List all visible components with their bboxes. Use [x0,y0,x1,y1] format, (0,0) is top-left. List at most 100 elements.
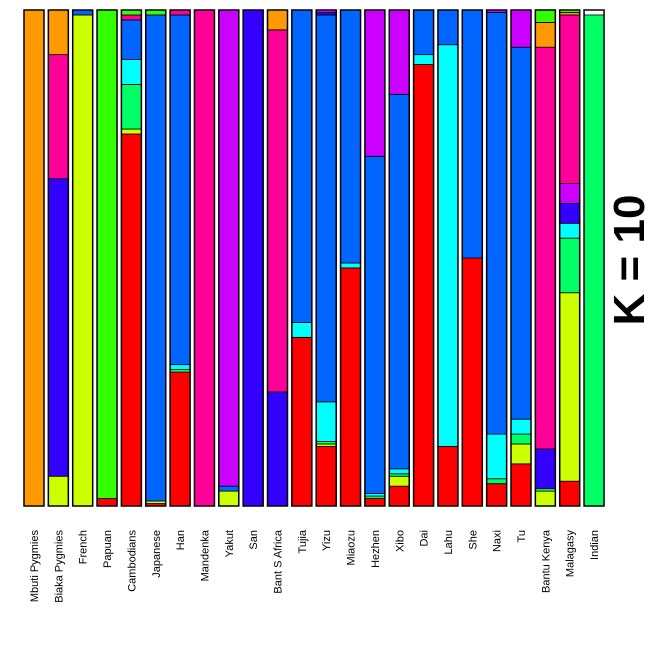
bar-segment [218,490,240,507]
tick-label: Miaozu [346,530,358,565]
bar-segment [364,498,386,507]
bar-segment [96,498,118,507]
bar-segment [510,433,532,445]
bar-segment [291,336,313,507]
bar-segment [413,64,435,507]
bar-segment [218,9,240,487]
bar-yizu [315,9,337,507]
bar-segment [315,401,337,442]
tick-label: She [467,530,479,550]
tick-label: Cambodians [126,530,138,592]
bar-segment [121,84,142,130]
bar-segment [559,203,581,224]
bar-segment [72,14,94,507]
bar-segment [534,9,556,23]
bar-segment [510,463,532,507]
bar-outline [169,9,191,507]
bar-segment [291,9,313,323]
bar-segment [47,9,69,56]
bar-segment [47,54,69,180]
bar-japanese [145,9,167,507]
bar-segment [47,475,69,507]
bar-segment [486,478,508,485]
tick-label: Hezhen [370,530,382,568]
bar-segment [559,480,581,507]
bar-segment [437,44,459,447]
bar-segment [340,267,361,507]
bar-tu [510,9,532,507]
bar-segment [242,9,264,507]
bar-segment [121,14,142,21]
tick-label: Papuan [102,530,114,568]
bar-segment [340,262,361,269]
bar-outline [583,9,605,507]
bar-outline [388,9,410,507]
bar-segment [388,485,410,507]
tick-label: Bant S Africa [273,529,285,593]
bar-han [169,9,191,507]
bar-segment [388,468,410,475]
tick-label: Naxi [492,530,504,552]
bar-segment [534,21,556,48]
bar-outline [461,9,484,507]
bar-groups [23,9,605,507]
bar-segment [388,9,410,95]
bar-segment [583,14,605,507]
bar-segment [534,448,556,490]
bar-segment [559,237,581,294]
bar-segment [267,9,288,31]
bar-outline [218,9,240,507]
bar-san [242,9,264,507]
bar-segment [486,483,508,507]
bar-outline [71,9,94,507]
bar-segment [267,391,288,507]
bar-segment [413,54,435,65]
bar-outline [534,9,557,507]
tick-label: Mandenka [199,529,211,581]
bar-segment [388,475,410,487]
tick-label: Dai [419,530,431,547]
tick-label: Tujia [297,529,309,553]
bar-she [461,9,484,507]
bar-outline [23,9,45,507]
bar-segment [169,14,191,366]
bar-segment [23,9,45,507]
tick-label: Japanese [151,530,163,578]
bar-segment [461,9,483,259]
bar-french [71,9,94,507]
tick-label: Lahu [443,530,455,554]
bar-bant-s-africa [266,9,289,507]
bar-segment [340,9,361,264]
bar-segment [559,222,581,239]
tick-label: Xibo [394,530,406,552]
bar-mandenka [193,9,216,507]
bar-segment [315,14,337,403]
bar-outline [242,9,264,507]
bar-segment [437,446,459,507]
bar-segment [267,29,288,393]
bar-segment [413,9,435,56]
bar-miaozu [339,9,362,507]
tick-label: Mbuti Pygmies [29,530,41,603]
bar-segment [218,485,240,492]
bar-segment [437,9,459,46]
bar-outline [145,9,167,507]
bar-segment [194,9,215,507]
bar-segment [169,371,191,507]
bar-bantu-kenya [534,9,557,507]
tick-label: Bantu Kenya [540,529,552,593]
bar-naxi [485,9,508,507]
tick-label: Malagasy [565,530,577,578]
bar-biaka-pygmies [47,9,70,507]
tick-label: French [78,530,90,564]
bar-segment [534,46,556,450]
bar-tujia [291,9,313,507]
bar-cambodians [120,9,143,507]
tick-label: Tu [516,530,528,542]
bar-segment [291,322,313,338]
bar-papuan [96,9,118,507]
bar-outline [291,9,313,507]
bar-yakut [218,9,240,507]
bar-segment [364,155,386,495]
